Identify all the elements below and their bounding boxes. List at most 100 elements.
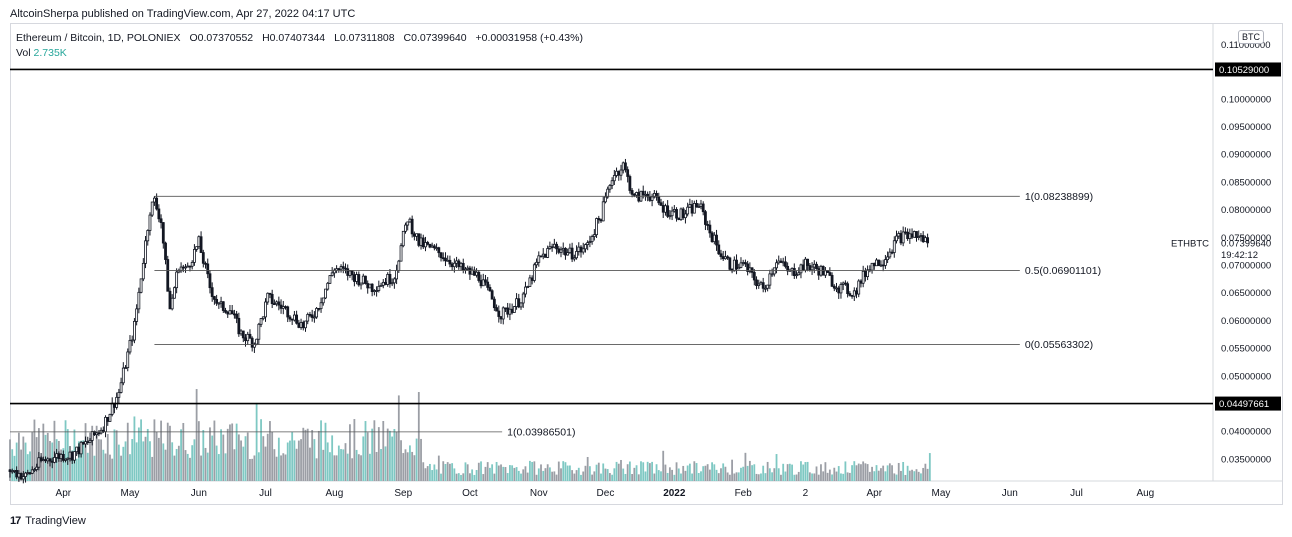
volume-bar — [169, 425, 171, 481]
volume-bar — [844, 461, 847, 481]
candle-body — [395, 270, 398, 280]
candle-body — [761, 282, 765, 289]
candle-body — [572, 257, 576, 260]
candle-body — [306, 314, 310, 322]
volume-bar — [193, 439, 196, 481]
volume-bar — [673, 474, 676, 481]
volume-bar — [628, 461, 631, 481]
volume-bar — [760, 473, 762, 481]
volume-bar — [877, 470, 880, 481]
legend-close: C0.07399640 — [403, 32, 467, 44]
volume-bar — [160, 420, 162, 481]
candle-body — [552, 243, 556, 248]
candle-body — [515, 298, 518, 307]
candle-body — [75, 446, 79, 453]
candle-body — [117, 392, 121, 398]
candle-body — [548, 246, 552, 249]
candle-body — [370, 283, 374, 293]
candle-body — [350, 270, 354, 276]
candle-body — [432, 245, 436, 249]
candle-body — [624, 162, 627, 171]
volume-bar — [442, 461, 445, 481]
candle-body — [655, 193, 658, 198]
candle-body — [726, 256, 730, 259]
volume-bar — [520, 473, 522, 481]
volume-bar — [142, 441, 145, 481]
candle-body — [430, 245, 434, 248]
volume-bar — [455, 473, 458, 481]
candle-body — [284, 306, 287, 308]
volume-bar — [26, 454, 29, 481]
volume-bar — [266, 433, 269, 481]
candle-body — [95, 432, 99, 436]
candle-body — [475, 271, 478, 276]
level-price-label: 0.04497661 — [1219, 399, 1269, 410]
volume-bar — [642, 462, 645, 481]
volume-bar — [811, 473, 813, 481]
candle-body — [17, 473, 21, 478]
volume-bar — [746, 465, 749, 481]
candle-body — [757, 283, 761, 286]
volume-bar — [269, 421, 271, 481]
volume-bar — [706, 464, 709, 481]
candle-body — [492, 298, 496, 309]
volume-bar — [320, 420, 322, 481]
candle-body — [786, 265, 790, 272]
footer-branding[interactable]: 17 TradingView — [10, 515, 86, 527]
volume-bar — [233, 449, 236, 481]
volume-bar — [404, 449, 407, 481]
volume-bar — [202, 430, 205, 481]
candle-body — [597, 218, 601, 221]
volume-bar — [797, 471, 800, 481]
candle-body — [923, 237, 927, 243]
candle-body — [775, 262, 778, 269]
candle-body — [546, 248, 550, 258]
candle-body — [459, 262, 463, 268]
candle-body — [530, 277, 534, 281]
price-unit-button[interactable]: BTC — [1238, 30, 1264, 44]
volume-bar — [768, 468, 771, 481]
volume-bar — [133, 416, 136, 481]
last-price-symbol: ETHBTC — [1171, 238, 1209, 249]
candle-body — [124, 367, 127, 370]
volume-bar — [104, 453, 107, 481]
candle-body — [421, 237, 425, 248]
volume-bar — [635, 465, 638, 481]
price-tick-label: 0.08500000 — [1221, 177, 1271, 188]
volume-bar — [369, 453, 371, 481]
volume-bar — [631, 474, 634, 481]
candle-body — [537, 255, 541, 263]
volume-bar — [775, 454, 778, 481]
volume-bar — [386, 428, 389, 481]
volume-bar — [913, 471, 916, 481]
volume-bar — [506, 473, 509, 481]
volume-bar — [786, 464, 789, 481]
level-price-label: 0.10529000 — [1219, 65, 1269, 76]
candle-body — [359, 282, 363, 286]
volume-bar — [891, 465, 893, 481]
candle-body — [10, 470, 14, 473]
candle-body — [686, 206, 690, 215]
candle-body — [544, 253, 547, 258]
candle-body — [381, 281, 385, 286]
volume-bar — [717, 473, 720, 481]
candle-body — [28, 472, 32, 475]
candle-body — [84, 441, 87, 445]
candle-body — [144, 240, 147, 264]
volume-bar — [549, 467, 551, 481]
legend-change: +0.00031958 (+0.43%) — [475, 32, 583, 44]
volume-bar — [435, 469, 438, 481]
volume-bar — [304, 429, 307, 481]
candle-body — [621, 162, 625, 171]
volume-bar — [493, 473, 496, 481]
candle-body — [524, 286, 527, 295]
candle-body — [832, 285, 836, 289]
candle-body — [275, 301, 279, 305]
volume-bar — [708, 469, 711, 481]
volume-bar — [362, 436, 365, 481]
volume-bar — [144, 436, 147, 481]
volume-bar — [53, 420, 56, 481]
volume-bar — [446, 462, 449, 481]
fib-level-label: 1(0.08238899) — [1025, 191, 1093, 203]
